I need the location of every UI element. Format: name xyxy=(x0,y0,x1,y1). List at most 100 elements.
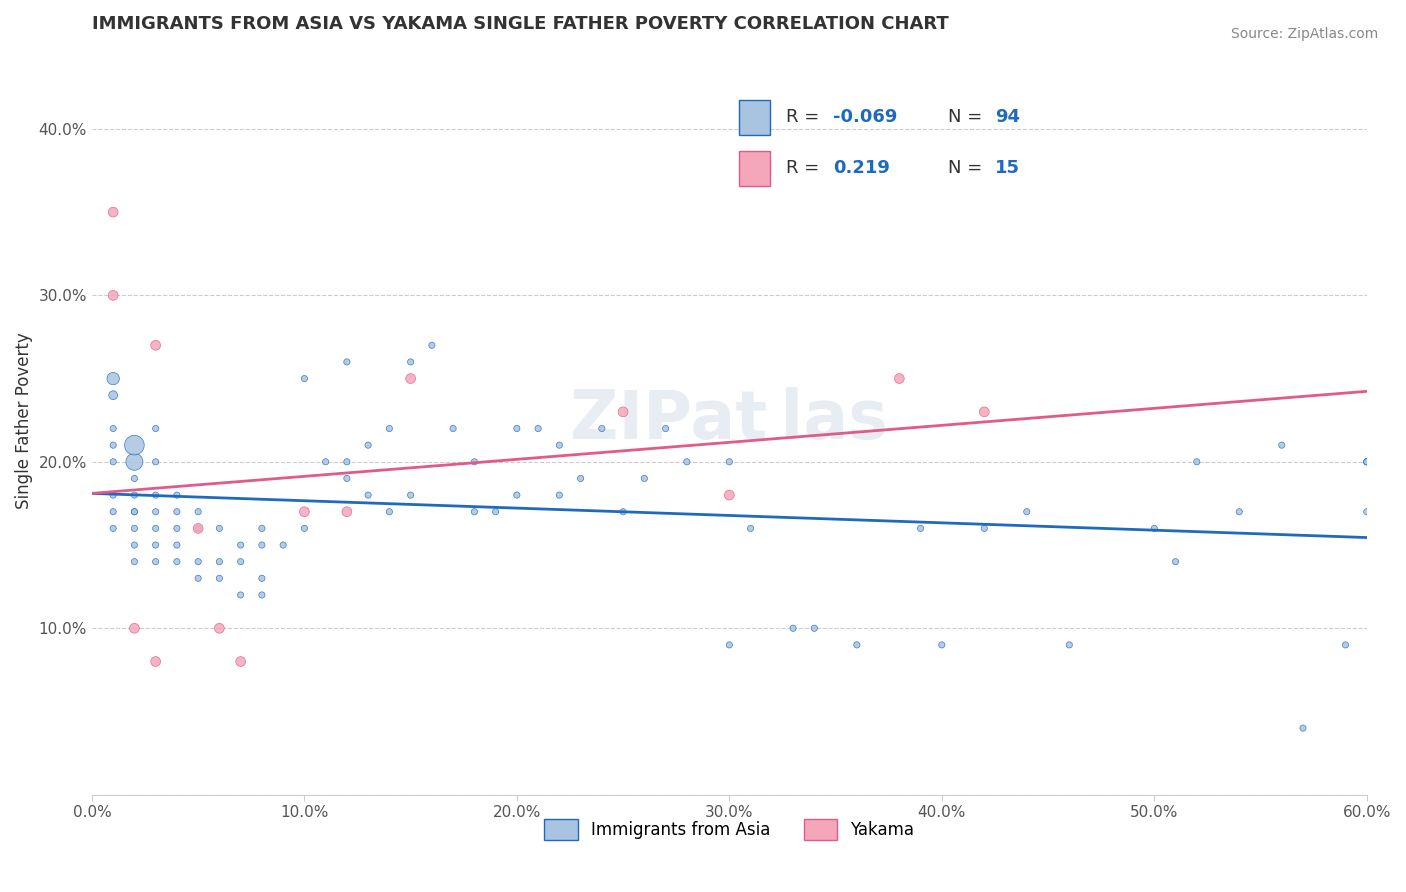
Point xyxy=(271,538,294,552)
Y-axis label: Single Father Poverty: Single Father Poverty xyxy=(15,332,32,508)
Point xyxy=(145,521,167,535)
Point xyxy=(124,505,146,519)
Point xyxy=(1015,505,1038,519)
Text: IMMIGRANTS FROM ASIA VS YAKAMA SINGLE FATHER POVERTY CORRELATION CHART: IMMIGRANTS FROM ASIA VS YAKAMA SINGLE FA… xyxy=(91,15,949,33)
Point xyxy=(441,421,464,435)
Point xyxy=(973,521,995,535)
Point xyxy=(292,371,315,385)
Point xyxy=(124,555,146,569)
Point xyxy=(569,471,592,485)
Point xyxy=(229,655,252,669)
Text: -0.069: -0.069 xyxy=(834,108,898,126)
FancyBboxPatch shape xyxy=(740,151,770,186)
Point xyxy=(336,471,359,485)
Point xyxy=(378,421,401,435)
Point xyxy=(145,455,167,469)
Point xyxy=(484,505,506,519)
Point xyxy=(506,421,529,435)
Text: 0.219: 0.219 xyxy=(834,159,890,177)
Point xyxy=(973,405,995,419)
Point xyxy=(124,438,146,452)
Text: 94: 94 xyxy=(995,108,1019,126)
Point xyxy=(124,488,146,502)
Point xyxy=(124,621,146,635)
Point xyxy=(166,505,188,519)
Point xyxy=(1355,455,1378,469)
Point xyxy=(612,505,634,519)
Point xyxy=(101,371,124,385)
Point xyxy=(101,388,124,402)
Point xyxy=(612,405,634,419)
Text: N =: N = xyxy=(948,159,987,177)
Point xyxy=(718,455,741,469)
FancyBboxPatch shape xyxy=(740,100,770,135)
Point xyxy=(124,471,146,485)
Point xyxy=(1355,505,1378,519)
Point xyxy=(1292,721,1315,735)
Point xyxy=(1164,555,1187,569)
Point xyxy=(548,438,571,452)
Point xyxy=(740,521,762,535)
Point xyxy=(166,538,188,552)
Point xyxy=(420,338,443,352)
Point xyxy=(292,521,315,535)
Point xyxy=(399,488,422,502)
Point xyxy=(292,505,315,519)
Text: R =: R = xyxy=(786,108,825,126)
Point xyxy=(1059,638,1081,652)
Point xyxy=(229,555,252,569)
Point xyxy=(250,571,273,585)
Point xyxy=(336,505,359,519)
Point xyxy=(676,455,699,469)
Point xyxy=(463,505,485,519)
Point xyxy=(378,505,401,519)
Point xyxy=(145,655,167,669)
Point xyxy=(1271,438,1294,452)
Point xyxy=(633,471,655,485)
Text: ZIPat las: ZIPat las xyxy=(571,387,889,453)
Point xyxy=(187,555,209,569)
Point xyxy=(101,438,124,452)
Text: Source: ZipAtlas.com: Source: ZipAtlas.com xyxy=(1230,27,1378,41)
Point xyxy=(124,505,146,519)
Point xyxy=(250,521,273,535)
Point xyxy=(145,488,167,502)
Point xyxy=(166,488,188,502)
Point xyxy=(548,488,571,502)
Point xyxy=(654,421,676,435)
Point xyxy=(889,371,911,385)
Point xyxy=(124,455,146,469)
Point xyxy=(187,505,209,519)
Point xyxy=(124,521,146,535)
Text: 15: 15 xyxy=(995,159,1019,177)
Point xyxy=(718,638,741,652)
Point xyxy=(1227,505,1250,519)
Point xyxy=(718,488,741,502)
Point xyxy=(101,455,124,469)
Point xyxy=(187,521,209,535)
Point xyxy=(910,521,932,535)
Point xyxy=(336,355,359,369)
Text: N =: N = xyxy=(948,108,987,126)
Point xyxy=(229,538,252,552)
Point xyxy=(1334,638,1357,652)
Point xyxy=(399,371,422,385)
Point xyxy=(357,488,380,502)
Point xyxy=(1355,455,1378,469)
Point xyxy=(101,488,124,502)
Point xyxy=(336,455,359,469)
Point xyxy=(1355,455,1378,469)
Point xyxy=(229,588,252,602)
Point xyxy=(145,538,167,552)
Point xyxy=(208,621,231,635)
Point xyxy=(101,505,124,519)
Text: R =: R = xyxy=(786,159,825,177)
Point xyxy=(250,588,273,602)
Point xyxy=(1143,521,1166,535)
Point xyxy=(145,421,167,435)
Point xyxy=(399,355,422,369)
Point xyxy=(101,521,124,535)
Point xyxy=(101,205,124,219)
Point xyxy=(208,555,231,569)
Point xyxy=(208,571,231,585)
